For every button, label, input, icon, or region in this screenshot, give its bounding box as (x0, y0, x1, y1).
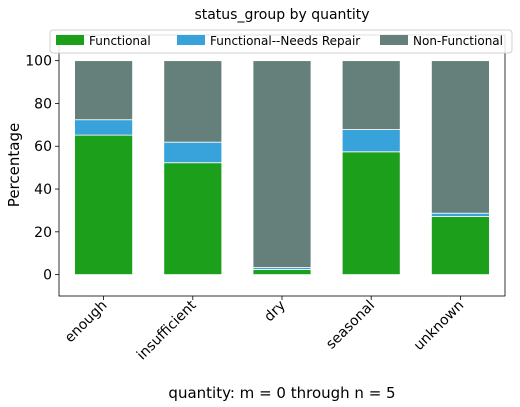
bar-dry-series-2 (252, 60, 312, 268)
bar-unknown-series-0 (430, 216, 490, 276)
bar-insufficient-series-0 (163, 162, 223, 276)
bar-enough-series-1 (74, 119, 133, 136)
bar-dry-series-0 (252, 269, 312, 276)
bar-enough-series-2 (74, 60, 133, 121)
y-tick-label: 20 (34, 225, 52, 241)
legend: Functional Functional--Needs Repair Non-Fu… (49, 29, 513, 54)
x-tick-label: insufficient (134, 297, 200, 363)
bar-unknown-series-2 (430, 60, 490, 214)
x-tick-label: dry (261, 298, 289, 326)
bars (74, 60, 490, 276)
x-tick-label: unknown (411, 298, 467, 354)
legend-label: Functional--Needs Repair (210, 34, 360, 48)
x-axis-label: quantity: m = 0 through n = 5 (168, 384, 395, 402)
y-axis: 0 20 40 60 80 100 (25, 54, 59, 284)
legend-swatch (380, 35, 408, 45)
bar-insufficient-series-2 (163, 60, 223, 143)
chart-title: status_group by quantity (194, 7, 369, 23)
y-tick-label: 80 (34, 96, 52, 112)
bar-seasonal-series-2 (341, 60, 401, 130)
legend-label: Functional (89, 34, 151, 48)
y-axis-label: Percentage (5, 123, 23, 207)
x-axis: enough insufficient dry seasonal unknown (62, 296, 467, 363)
bar-seasonal-series-1 (341, 129, 401, 153)
legend-swatch (177, 35, 205, 45)
x-tick-label: seasonal (323, 298, 378, 353)
bar-unknown-series-1 (430, 212, 490, 217)
x-tick-label: enough (62, 298, 111, 347)
bar-seasonal-series-0 (341, 151, 401, 276)
y-tick-label: 100 (25, 54, 52, 70)
y-tick-label: 0 (43, 268, 52, 284)
legend-label: Non-Functional (413, 34, 503, 48)
y-tick-label: 40 (34, 182, 52, 198)
legend-swatch (56, 35, 84, 45)
bar-insufficient-series-1 (163, 141, 223, 164)
y-tick-label: 60 (34, 139, 52, 155)
bar-enough-series-0 (74, 134, 133, 276)
